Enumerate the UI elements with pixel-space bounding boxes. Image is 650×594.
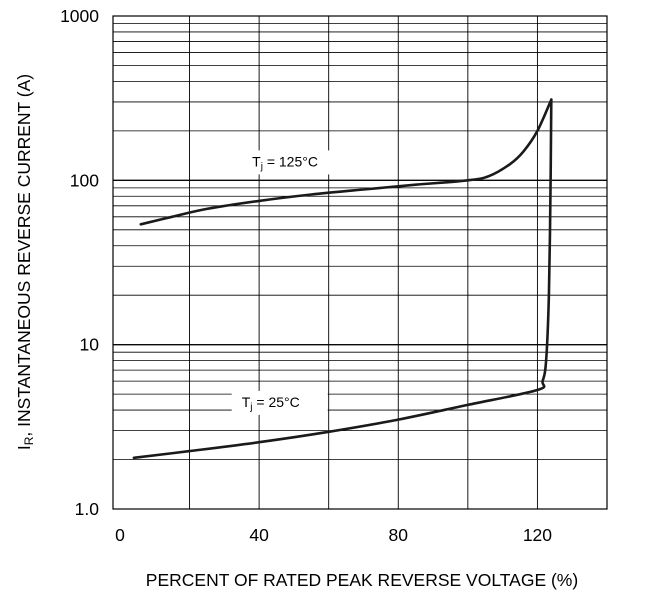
x-tick-label: 120 <box>523 525 552 545</box>
y-tick-label: 100 <box>70 170 99 190</box>
y-tick-label: 1.0 <box>75 499 100 519</box>
plot-frame <box>112 15 608 510</box>
series-label-0: Tj = 125°C <box>252 153 318 172</box>
series-label-1: Tj = 25°C <box>242 394 300 413</box>
tick-labels: 0 40 80 120 1.0 10 100 1000 <box>60 6 552 545</box>
x-tick-label: 40 <box>249 525 269 545</box>
x-tick-label: 80 <box>389 525 409 545</box>
series-group: Tj = 125°C Tj = 25°C <box>132 98 553 460</box>
x-tick-label: 0 <box>115 525 125 545</box>
y-axis-label-sub: R <box>22 436 36 445</box>
x-axis-label: PERCENT OF RATED PEAK REVERSE VOLTAGE (%… <box>146 570 578 590</box>
y-tick-label: 1000 <box>60 6 99 26</box>
series-line-0 <box>139 98 553 226</box>
series-line-1 <box>132 98 553 460</box>
y-axis-label: IR, INSTANTANEOUS REVERSE CURRENT (A) <box>14 74 36 450</box>
y-axis-label-rest: , INSTANTANEOUS REVERSE CURRENT (A) <box>14 74 34 437</box>
y-tick-label: 10 <box>80 335 100 355</box>
grid <box>113 15 608 510</box>
y-axis-label-main: I <box>14 445 34 450</box>
series-label-bg <box>242 150 339 175</box>
series-label-bg <box>231 390 328 415</box>
